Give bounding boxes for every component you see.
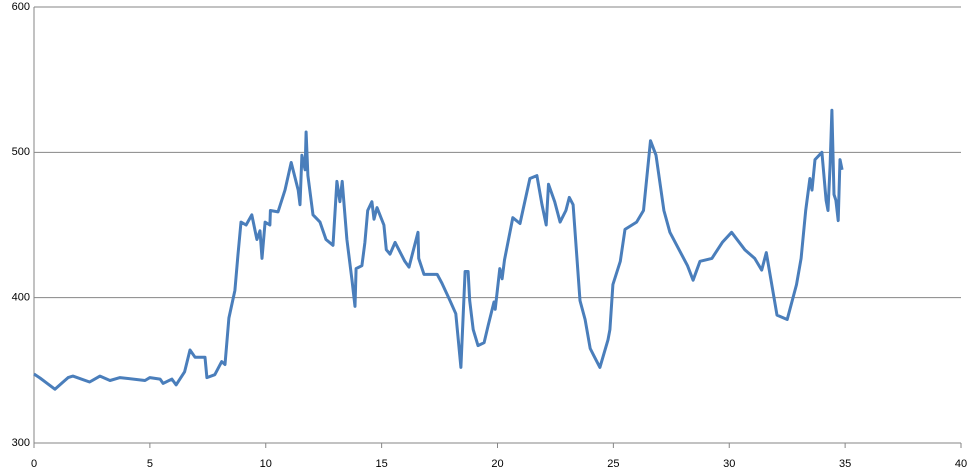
x-tick-label: 10 xyxy=(260,458,272,470)
data-line xyxy=(33,108,844,391)
y-tick-label: 600 xyxy=(12,1,30,13)
x-tick-label: 5 xyxy=(147,458,153,470)
x-tick-label: 15 xyxy=(376,458,388,470)
y-tick-label: 300 xyxy=(12,437,30,449)
x-tick-label: 20 xyxy=(491,458,503,470)
y-tick-label: 500 xyxy=(12,146,30,158)
x-tick-label: 40 xyxy=(955,458,967,470)
x-tick-label: 35 xyxy=(839,458,851,470)
x-tick-label: 0 xyxy=(31,458,37,470)
y-tick-label: 400 xyxy=(12,292,30,304)
x-tick-label: 30 xyxy=(723,458,735,470)
x-tick-label: 25 xyxy=(607,458,619,470)
